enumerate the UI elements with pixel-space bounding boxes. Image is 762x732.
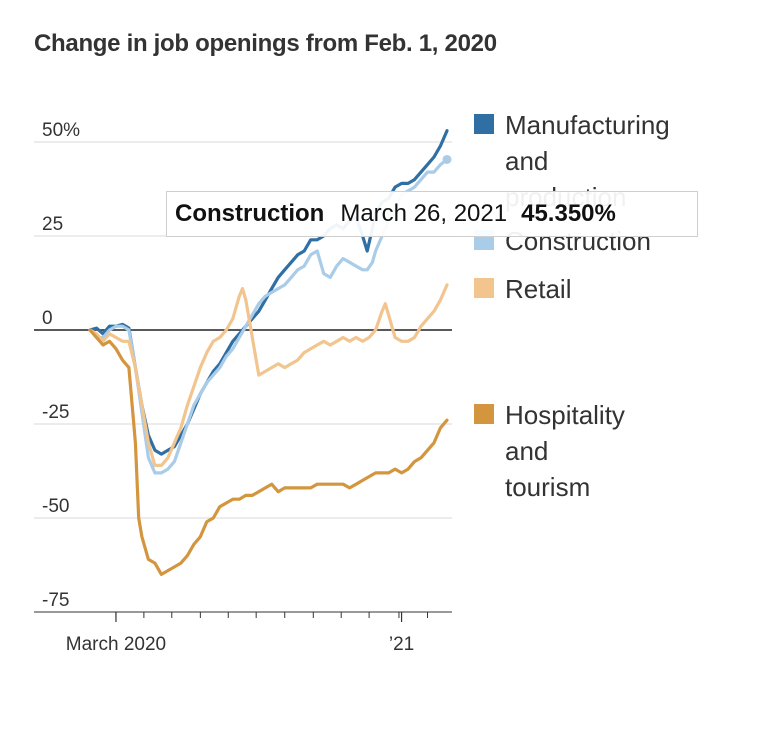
legend-label: and bbox=[505, 436, 548, 466]
x-tick-label: ’21 bbox=[389, 634, 414, 655]
tooltip-series: Construction bbox=[175, 200, 325, 227]
legend-label: Manufacturing bbox=[505, 110, 670, 140]
legend-label: Retail bbox=[505, 274, 571, 304]
hover-point[interactable] bbox=[442, 154, 452, 164]
y-tick-label: -75 bbox=[42, 590, 69, 611]
series-line[interactable] bbox=[88, 328, 449, 576]
y-tick-label: 0 bbox=[42, 308, 53, 329]
legend-swatch bbox=[474, 404, 494, 424]
y-tick-label: -25 bbox=[42, 402, 69, 423]
y-tick-label: 50% bbox=[42, 120, 80, 141]
y-tick-label: -50 bbox=[42, 496, 69, 517]
chart-title: Change in job openings from Feb. 1, 2020 bbox=[34, 30, 497, 57]
legend-swatch bbox=[474, 114, 494, 134]
legend-label: Hospitality bbox=[505, 400, 625, 430]
tooltip-value: 45.350% bbox=[521, 200, 616, 227]
y-tick-label: 25 bbox=[42, 214, 63, 235]
x-tick-label: March 2020 bbox=[66, 634, 166, 655]
data-tooltip: Construction March 26, 2021 45.350% bbox=[166, 191, 698, 237]
x-axis: March 2020 ’21 bbox=[34, 611, 452, 655]
tooltip-date: March 26, 2021 bbox=[340, 200, 508, 227]
legend-swatch bbox=[474, 278, 494, 298]
legend: ManufacturingandproductionConstructionRe… bbox=[474, 110, 670, 502]
series-line[interactable] bbox=[88, 283, 449, 467]
legend-label: tourism bbox=[505, 472, 590, 502]
legend-label: and bbox=[505, 146, 548, 176]
y-axis-labels: 50% 25 0 -25 -50 -75 bbox=[42, 120, 80, 611]
